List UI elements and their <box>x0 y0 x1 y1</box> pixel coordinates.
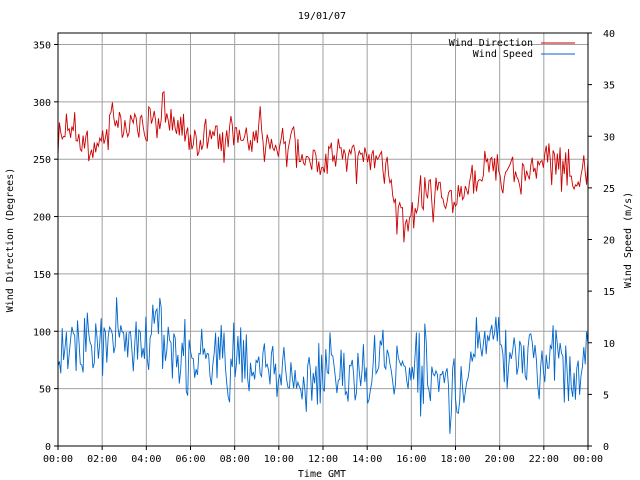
x-tick-label: 20:00 <box>485 454 515 465</box>
x-tick-label: 00:00 <box>573 454 603 465</box>
y-axis-left: 0 50 100 150 200 250 300 350 <box>33 40 58 453</box>
x-tick-label: 04:00 <box>131 454 161 465</box>
y-right-tick-label: 40 <box>603 29 615 40</box>
x-axis-label: Time GMT <box>298 469 346 480</box>
y-right-tick-label: 15 <box>603 287 615 298</box>
y-axis-left-label: Wind Direction (Degrees) <box>5 168 16 313</box>
chart-title: 19/01/07 <box>298 11 346 22</box>
y-left-tick-label: 100 <box>33 327 51 338</box>
x-tick-label: 22:00 <box>529 454 559 465</box>
y-left-tick-label: 250 <box>33 155 51 166</box>
legend-label: Wind Direction <box>449 38 533 49</box>
x-tick-label: 16:00 <box>396 454 426 465</box>
x-tick-label: 08:00 <box>220 454 250 465</box>
y-left-tick-label: 50 <box>39 385 51 396</box>
y-right-tick-label: 10 <box>603 339 615 350</box>
series-layer <box>57 90 589 434</box>
y-left-tick-label: 150 <box>33 270 51 281</box>
y-axis-right-label: Wind Speed (m/s) <box>623 192 634 288</box>
x-axis: 00:00 02:00 04:00 06:00 08:00 10:00 12:00 14:00… <box>43 446 603 465</box>
x-tick-label: 18:00 <box>440 454 470 465</box>
x-tick-label: 10:00 <box>264 454 294 465</box>
y-right-tick-label: 25 <box>603 184 615 195</box>
y-left-tick-label: 350 <box>33 40 51 51</box>
wind-direction-line <box>57 90 589 243</box>
x-tick-label: 06:00 <box>175 454 205 465</box>
wind-speed-line <box>57 297 589 434</box>
x-tick-label: 12:00 <box>308 454 338 465</box>
legend-label: Wind Speed <box>473 49 533 60</box>
x-tick-label: 14:00 <box>352 454 382 465</box>
y-right-tick-label: 0 <box>603 442 609 453</box>
y-left-tick-label: 200 <box>33 213 51 224</box>
y-axis-right: 0 5 10 15 20 25 30 35 40 <box>588 29 615 453</box>
y-right-tick-label: 30 <box>603 132 615 143</box>
y-right-tick-label: 20 <box>603 236 615 247</box>
y-right-tick-label: 5 <box>603 390 609 401</box>
x-tick-label: 00:00 <box>43 454 73 465</box>
x-tick-label: 02:00 <box>87 454 117 465</box>
y-right-tick-label: 35 <box>603 81 615 92</box>
y-left-tick-label: 0 <box>45 442 51 453</box>
y-left-tick-label: 300 <box>33 98 51 109</box>
